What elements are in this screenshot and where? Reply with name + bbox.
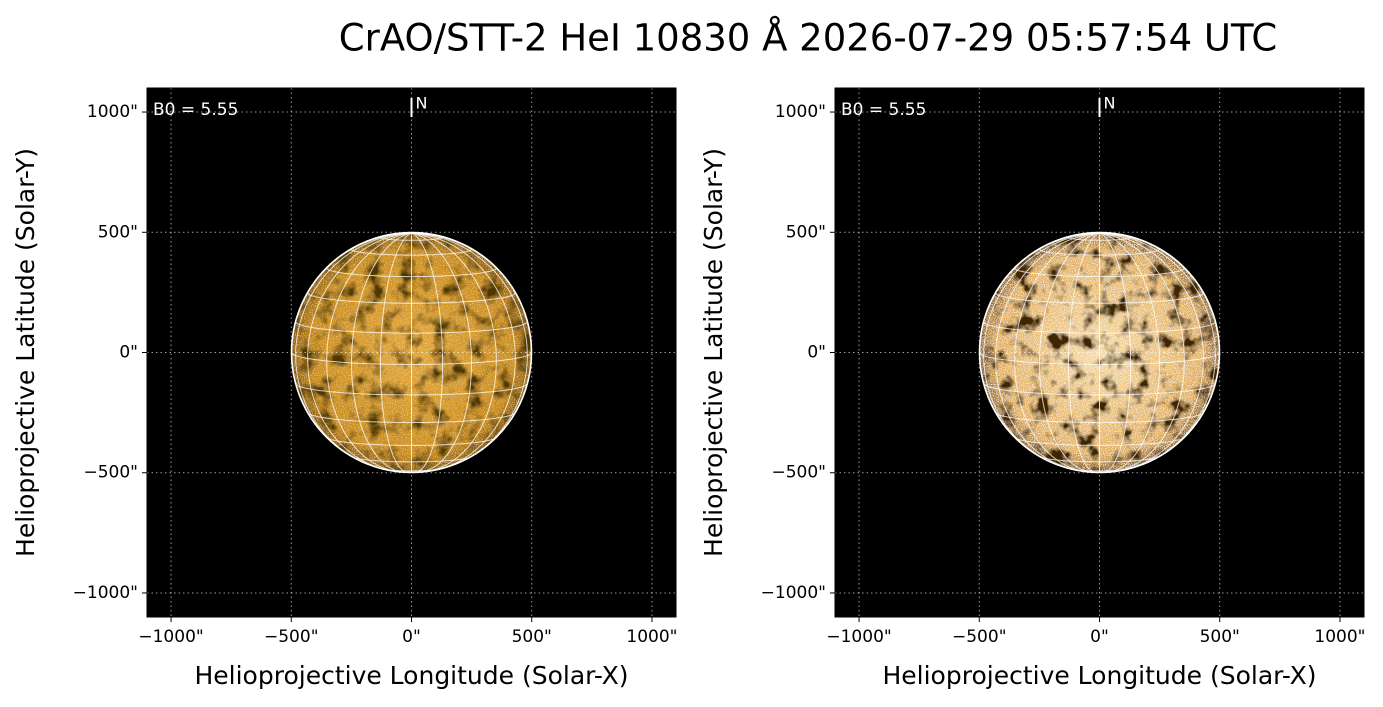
x-tick-label: −500" <box>952 627 1007 647</box>
plot-frame <box>146 87 677 618</box>
plot-frame <box>834 87 1365 618</box>
x-tick-label: 1000" <box>1314 627 1365 647</box>
heliographic-grid-line <box>995 232 1100 471</box>
heliographic-grid-line <box>350 232 412 473</box>
heliographic-grid-line <box>411 232 497 473</box>
heliographic-grid-line <box>1014 232 1100 473</box>
heliographic-grid-line <box>295 232 412 464</box>
heliographic-grid-line <box>1068 232 1100 473</box>
heliographic-grid-line <box>411 232 473 473</box>
heliographic-grid-line <box>1099 232 1131 473</box>
x-tick-label: 1000" <box>626 627 677 647</box>
x-tick-label: −500" <box>264 627 319 647</box>
y-axis-label: Helioprojective Latitude (Solar-Y) <box>11 148 40 557</box>
annotation: B0 = 5.55 <box>153 100 238 120</box>
heliographic-grid-line <box>1099 232 1216 464</box>
x-tick-label: 500" <box>512 627 552 647</box>
heliographic-grid-line <box>411 232 443 473</box>
y-tick-label: −500" <box>83 463 138 483</box>
heliographic-grid-line <box>1038 232 1100 473</box>
y-tick-label: −500" <box>771 463 826 483</box>
y-tick-label: 1000" <box>775 102 826 122</box>
heliographic-grid-line <box>307 232 412 471</box>
annotation: B0 = 5.55 <box>841 100 926 120</box>
heliographic-grid-line <box>983 232 1100 464</box>
y-tick-label: 0" <box>119 343 138 363</box>
x-tick-label: 0" <box>1090 627 1109 647</box>
x-axis-label: Helioprojective Longitude (Solar-X) <box>194 661 628 690</box>
heliographic-grid-line <box>1099 232 1161 473</box>
heliographic-grid-line <box>380 232 412 473</box>
y-tick-label: 0" <box>807 343 826 363</box>
figure-title: CrAO/STT-2 HeI 10830 Å 2026-07-29 05:57:… <box>339 16 1277 60</box>
panel: −1000" −500" 0" 500" 1000" −1000" −500" 0" 500" 1… <box>699 87 1366 690</box>
heliographic-grid-line <box>411 232 516 471</box>
heliographic-grid-line <box>326 232 412 473</box>
x-tick-label: 500" <box>1200 627 1240 647</box>
x-tick-label: 0" <box>402 627 421 647</box>
y-tick-label: 1000" <box>87 102 138 122</box>
y-axis-label: Helioprojective Latitude (Solar-Y) <box>699 148 728 557</box>
y-tick-label: −1000" <box>73 583 138 603</box>
x-tick-label: −1000" <box>138 627 203 647</box>
heliographic-grid-line <box>411 232 528 464</box>
heliographic-grid-line <box>1099 232 1185 473</box>
north-marker: N <box>416 94 428 113</box>
y-tick-label: 500" <box>786 222 826 242</box>
north-marker: N <box>1104 94 1116 113</box>
panel: −1000" −500" 0" 500" 1000" −1000" −500" 0" 500" 1… <box>11 87 678 690</box>
heliographic-grid-line <box>1099 232 1204 471</box>
x-tick-label: −1000" <box>826 627 891 647</box>
y-tick-label: 500" <box>98 222 138 242</box>
y-tick-label: −1000" <box>761 583 826 603</box>
x-axis-label: Helioprojective Longitude (Solar-X) <box>882 661 1316 690</box>
